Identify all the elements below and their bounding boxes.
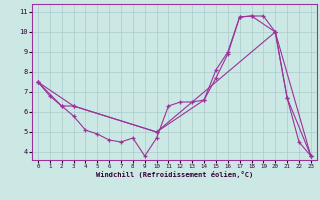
X-axis label: Windchill (Refroidissement éolien,°C): Windchill (Refroidissement éolien,°C) [96, 171, 253, 178]
